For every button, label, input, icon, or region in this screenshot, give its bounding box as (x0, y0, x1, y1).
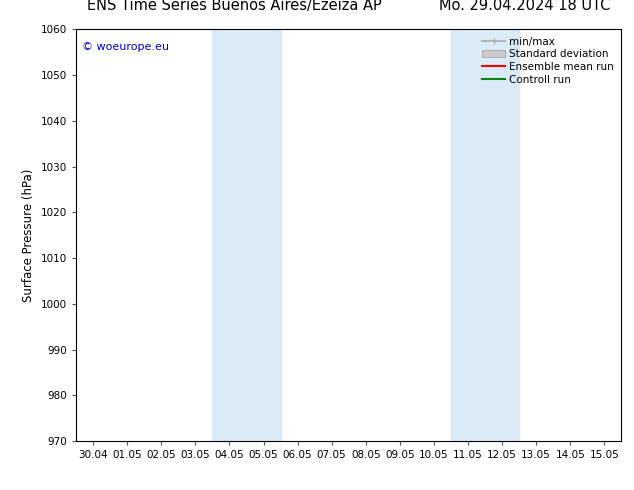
Legend: min/max, Standard deviation, Ensemble mean run, Controll run: min/max, Standard deviation, Ensemble me… (480, 35, 616, 87)
Text: ENS Time Series Buenos Aires/Ezeiza AP: ENS Time Series Buenos Aires/Ezeiza AP (87, 0, 382, 13)
Text: Mo. 29.04.2024 18 UTC: Mo. 29.04.2024 18 UTC (439, 0, 611, 13)
Text: © woeurope.eu: © woeurope.eu (82, 42, 169, 52)
Y-axis label: Surface Pressure (hPa): Surface Pressure (hPa) (22, 169, 36, 302)
Bar (212, 29, 280, 441)
Bar (451, 29, 519, 441)
